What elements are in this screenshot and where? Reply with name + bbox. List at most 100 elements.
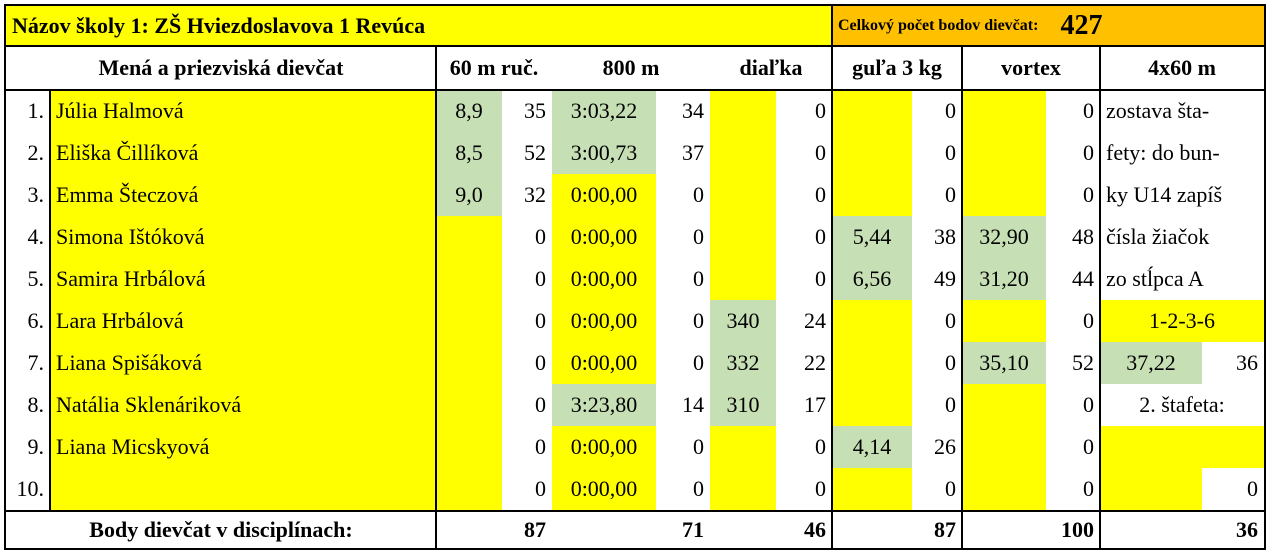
points-long-jump: 0: [815, 224, 826, 249]
points-60m: 32: [524, 182, 546, 207]
athlete-name: Lara Hrbálová: [50, 300, 436, 342]
result-vortex: 31,20: [962, 258, 1046, 300]
points-vortex: 0: [1083, 392, 1094, 417]
points-vortex: 0: [1083, 98, 1094, 123]
header-800m: 800 m: [602, 55, 660, 80]
result-vortex: [962, 174, 1046, 216]
result-long-jump: [710, 132, 776, 174]
athlete-name: Samira Hrbálová: [50, 258, 436, 300]
points-shot-put: 0: [945, 182, 956, 207]
athlete-name: Natália Sklenáriková: [50, 384, 436, 426]
result-60m: 8,5: [436, 132, 502, 174]
athlete-name: Simona Ištóková: [50, 216, 436, 258]
points-800m: 0: [693, 476, 704, 501]
footer-label: Body dievčat v disciplínach:: [89, 517, 353, 542]
points-vortex: 0: [1083, 182, 1094, 207]
result-shot-put: [832, 468, 912, 510]
result-long-jump: 340: [710, 300, 776, 342]
vline-shot: [831, 6, 833, 548]
points-800m: 34: [682, 98, 704, 123]
footer-relay: 36: [1236, 517, 1258, 542]
result-60m: [436, 342, 502, 384]
relay-points: 36: [1236, 350, 1258, 375]
result-shot-put: [832, 300, 912, 342]
result-800m: 0:00,00: [552, 468, 656, 510]
header-60m: 60 m ruč.: [449, 55, 539, 80]
result-shot-put: [832, 342, 912, 384]
points-shot-put: 0: [945, 392, 956, 417]
result-800m: 0:00,00: [552, 342, 656, 384]
total-points-box: Celkový počet bodov dievčat: 427: [832, 6, 1264, 46]
result-long-jump: 332: [710, 342, 776, 384]
header-relay: 4x60 m: [1148, 55, 1216, 80]
result-60m: 8,9: [436, 90, 502, 132]
footer-divider: [6, 510, 1264, 512]
header-names: Mená a priezviská dievčat: [98, 55, 344, 80]
result-shot-put: [832, 132, 912, 174]
result-800m: 0:00,00: [552, 174, 656, 216]
result-60m: 9,0: [436, 174, 502, 216]
result-800m: 3:03,22: [552, 90, 656, 132]
relay-points: 0: [1247, 476, 1258, 501]
header-shot-put: guľa 3 kg: [852, 55, 942, 80]
points-vortex: 48: [1072, 224, 1094, 249]
points-60m: 0: [535, 434, 546, 459]
result-60m: [436, 468, 502, 510]
footer-800m: 71: [682, 517, 704, 542]
row-number: 9.: [27, 434, 45, 459]
row-number: 10.: [16, 476, 45, 501]
points-vortex: 44: [1072, 266, 1094, 291]
relay-note: ky U14 zapíš: [1106, 182, 1223, 207]
result-60m: [436, 300, 502, 342]
relay-note: [1100, 426, 1264, 468]
result-60m: [436, 384, 502, 426]
result-long-jump: [710, 90, 776, 132]
result-long-jump: [710, 258, 776, 300]
points-800m: 0: [693, 350, 704, 375]
athlete-name: Liana Spišáková: [50, 342, 436, 384]
result-800m: 0:00,00: [552, 216, 656, 258]
points-shot-put: 0: [945, 476, 956, 501]
points-60m: 0: [535, 350, 546, 375]
result-vortex: 35,10: [962, 342, 1046, 384]
result-vortex: [962, 426, 1046, 468]
points-60m: 52: [524, 140, 546, 165]
result-800m: 3:00,73: [552, 132, 656, 174]
points-long-jump: 0: [815, 476, 826, 501]
athlete-name: Liana Micskyová: [50, 426, 436, 468]
points-800m: 0: [693, 224, 704, 249]
result-long-jump: 310: [710, 384, 776, 426]
result-800m: 0:00,00: [552, 300, 656, 342]
result-shot-put: [832, 384, 912, 426]
points-800m: 0: [693, 434, 704, 459]
points-60m: 0: [535, 308, 546, 333]
row-number: 6.: [27, 308, 45, 333]
points-vortex: 0: [1083, 140, 1094, 165]
row-number: 1.: [27, 98, 45, 123]
title-divider: [6, 45, 1264, 47]
result-vortex: [962, 384, 1046, 426]
athlete-name: Júlia Halmová: [50, 90, 436, 132]
points-800m: 0: [693, 308, 704, 333]
footer-60m: 87: [524, 517, 546, 542]
header-long-jump: diaľka: [739, 55, 803, 80]
header-divider: [6, 89, 1264, 91]
result-shot-put: [832, 90, 912, 132]
athlete-name: Eliška Čillíková: [50, 132, 436, 174]
points-60m: 35: [524, 98, 546, 123]
footer-shot-put: 87: [934, 517, 956, 542]
vline-relay: [1099, 46, 1101, 548]
points-800m: 0: [693, 182, 704, 207]
relay-time: [1100, 468, 1202, 510]
points-long-jump: 0: [815, 266, 826, 291]
athlete-name: [50, 468, 436, 510]
vline-number: [49, 90, 51, 510]
row-number: 4.: [27, 224, 45, 249]
points-shot-put: 0: [945, 350, 956, 375]
points-vortex: 0: [1083, 308, 1094, 333]
row-number: 8.: [27, 392, 45, 417]
result-shot-put: 6,56: [832, 258, 912, 300]
points-long-jump: 24: [804, 308, 826, 333]
points-long-jump: 0: [815, 434, 826, 459]
result-shot-put: 5,44: [832, 216, 912, 258]
